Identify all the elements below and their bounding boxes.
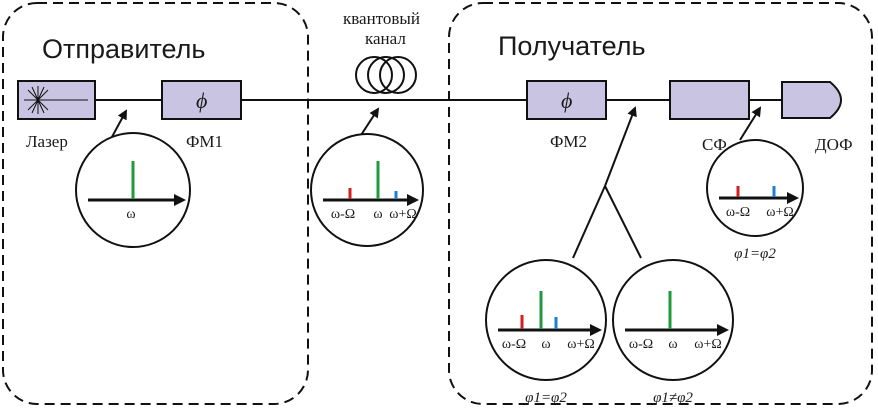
condition-label-filtered: φ1=φ2 (734, 246, 776, 262)
spectra-layer: ω ω-Ω ω ω+Ω ω-Ω ω+Ω φ1=φ2 ω-Ω ω ω+Ω φ1=φ2 ω-Ω ω ω+Ω φ1… (75, 132, 804, 406)
sender-region (2, 2, 309, 405)
branch-line-right (604, 185, 642, 259)
spectrum-circle-unequal (612, 259, 734, 381)
tick-label-filtered-1: ω+Ω (766, 205, 794, 220)
phase-modulator-1 (161, 80, 242, 120)
laser-label: Лазер (26, 132, 68, 151)
spectrum-channel: ω-Ω ω ω+Ω (310, 133, 424, 247)
fiber-coil-icon (355, 56, 417, 94)
channel-label-line1: квантовый (343, 9, 420, 28)
spectrum-laser: ω (75, 132, 191, 248)
tick-label-unequal-0: ω-Ω (629, 337, 653, 352)
tick-label-equal-0: ω-Ω (502, 337, 526, 352)
sender-title: Отправитель (42, 34, 205, 64)
spectrum-circle-equal (485, 259, 607, 381)
tick-label-channel-0: ω-Ω (331, 207, 355, 222)
tick-label-channel-1: ω (373, 207, 382, 222)
spectrum-filtered: ω-Ω ω+Ω φ1=φ2 (706, 139, 804, 262)
spectrum-equal: ω-Ω ω ω+Ω φ1=φ2 (485, 259, 607, 406)
axis-arrowhead-unequal (717, 324, 729, 336)
tick-label-unequal-1: ω (668, 337, 677, 352)
spectrum-circle-filtered (706, 139, 804, 237)
axis-arrowhead-equal (590, 324, 602, 336)
receiver-region (448, 2, 873, 405)
tick-label-equal-2: ω+Ω (567, 337, 595, 352)
spectrum-unequal: ω-Ω ω ω+Ω φ1≠φ2 (612, 259, 734, 406)
channel-label-line2: канал (365, 29, 406, 48)
receiver-title: Получатель (498, 31, 646, 61)
tick-label-filtered-0: ω-Ω (726, 205, 750, 220)
sf-label: СФ (702, 135, 727, 154)
pm2-label: ФМ2 (550, 132, 587, 151)
tick-label-channel-2: ω+Ω (389, 207, 417, 222)
spectrum-circle-channel (310, 133, 424, 247)
phase-symbol-pm1: ϕ (196, 88, 207, 113)
axis-arrowhead-channel (407, 194, 419, 206)
dof-label: ДОФ (815, 135, 853, 154)
laser-burst-icon (24, 86, 88, 114)
pointer-arrow-pm2 (604, 106, 637, 187)
phase-modulator-2 (526, 80, 607, 120)
tick-label-unequal-2: ω+Ω (694, 337, 722, 352)
tick-label-laser-0: ω (126, 207, 135, 222)
condition-label-unequal: φ1≠φ2 (653, 390, 693, 406)
laser-component (17, 80, 96, 120)
pointer-arrow-filter (739, 106, 762, 141)
pm1-label: ФМ1 (186, 132, 223, 151)
condition-label-equal: φ1=φ2 (525, 390, 567, 406)
phase-symbol-pm2: ϕ (561, 88, 572, 113)
axis-arrowhead-laser (174, 194, 186, 206)
tick-label-equal-1: ω (541, 337, 550, 352)
branch-line-left (572, 185, 606, 259)
spectral-filter (669, 80, 750, 120)
detector (781, 81, 842, 119)
axis-arrowhead-filtered (787, 192, 799, 204)
